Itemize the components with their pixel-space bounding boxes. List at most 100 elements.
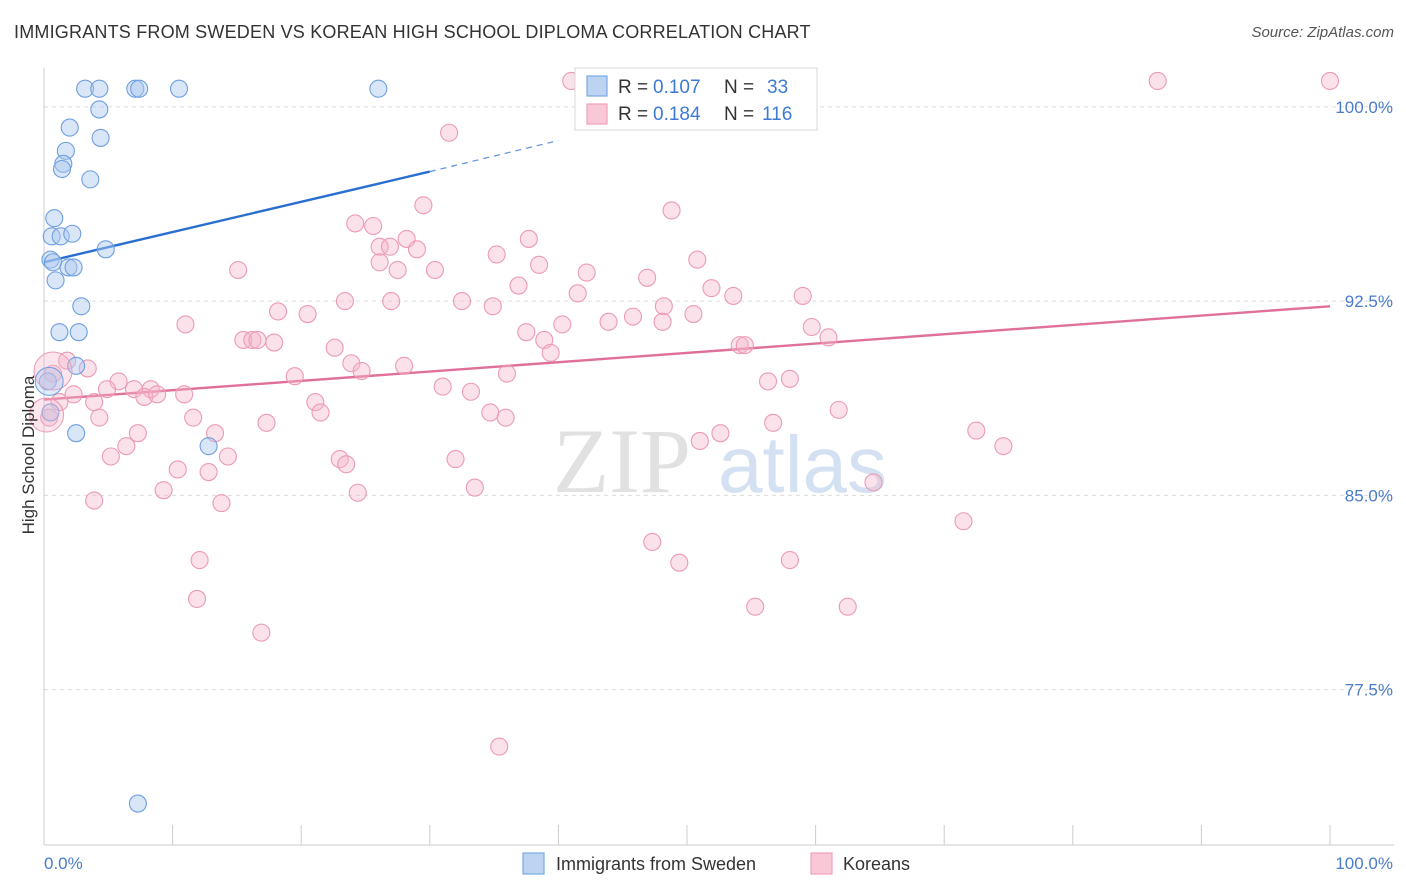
y-tick-label: 85.0% xyxy=(1345,486,1393,505)
koreans-point xyxy=(33,351,73,391)
koreans-point xyxy=(248,330,267,350)
sweden-point xyxy=(60,118,79,137)
koreans-point xyxy=(994,437,1013,456)
koreans-point xyxy=(117,437,136,456)
legend-r-value-sweden: 0.107 xyxy=(653,77,701,98)
y-tick-label: 92.5% xyxy=(1345,292,1393,311)
koreans-point xyxy=(497,364,517,383)
koreans-point xyxy=(653,312,672,331)
koreans-point xyxy=(440,123,459,142)
sweden-point xyxy=(369,79,388,98)
koreans-point xyxy=(184,408,203,427)
sweden-point xyxy=(52,159,72,179)
x-tick-label: 100.0% xyxy=(1335,854,1393,873)
koreans-point xyxy=(758,372,778,391)
koreans-point xyxy=(265,333,284,352)
legend-n-label-sweden: N = xyxy=(724,77,754,98)
koreans-point xyxy=(148,385,167,404)
koreans-point xyxy=(490,737,509,756)
sweden-point xyxy=(38,372,57,391)
sweden-point xyxy=(128,794,147,813)
legend-swatch-koreans xyxy=(586,103,608,125)
koreans-point xyxy=(599,312,618,331)
koreans-point xyxy=(483,297,502,316)
koreans-point xyxy=(101,447,120,466)
koreans-point xyxy=(395,356,414,375)
koreans-point xyxy=(97,380,117,399)
koreans-point xyxy=(465,478,484,497)
koreans-point xyxy=(85,393,104,412)
koreans-point xyxy=(311,403,330,422)
koreans-point xyxy=(746,597,765,616)
koreans-trend-line xyxy=(43,305,1331,401)
koreans-point xyxy=(802,317,821,337)
sweden-point xyxy=(199,437,218,456)
bottom-legend-swatch-sweden xyxy=(522,852,545,875)
koreans-point xyxy=(346,214,365,233)
koreans-point xyxy=(433,377,452,396)
sweden-point xyxy=(46,271,65,290)
legend-swatch-sweden xyxy=(586,75,608,97)
bottom-legend-swatch-koreans xyxy=(810,852,833,875)
koreans-point xyxy=(724,286,743,305)
koreans-point xyxy=(325,338,344,357)
koreans-point xyxy=(764,413,783,432)
axes xyxy=(43,68,1394,846)
sweden-point xyxy=(72,297,91,316)
sweden-point xyxy=(130,79,149,98)
sweden-point xyxy=(34,366,64,396)
koreans-point xyxy=(337,455,356,474)
sweden-point xyxy=(51,227,70,246)
koreans-point xyxy=(654,297,673,316)
koreans-point xyxy=(509,276,528,295)
koreans-point xyxy=(190,551,209,570)
sweden-point xyxy=(126,79,145,98)
x-tick-label: 0.0% xyxy=(44,854,83,873)
koreans-point xyxy=(481,403,500,422)
koreans-point xyxy=(553,315,572,334)
koreans-point xyxy=(382,292,401,311)
koreans-point xyxy=(954,512,973,531)
koreans-point xyxy=(735,336,754,355)
koreans-point xyxy=(670,553,689,572)
koreans-point xyxy=(229,260,248,280)
koreans-point xyxy=(711,424,730,443)
bottom-legend-label-koreans: Koreans xyxy=(843,854,910,874)
stats-legend: R = 0.107 N = 33 R = 0.184 N = 116 xyxy=(574,67,818,131)
y-tick-label: 77.5% xyxy=(1345,681,1393,700)
koreans-point xyxy=(662,201,681,220)
bottom-legend-label-sweden: Immigrants from Sweden xyxy=(556,854,756,874)
koreans-point xyxy=(335,292,354,311)
koreans-point xyxy=(638,268,657,287)
sweden-point xyxy=(169,79,189,98)
legend-r-value-koreans: 0.184 xyxy=(653,104,701,125)
y-axis-label: High School Diploma xyxy=(19,375,38,534)
koreans-point xyxy=(128,424,147,443)
sweden-point xyxy=(63,224,82,243)
koreans-point xyxy=(78,359,97,378)
koreans-point xyxy=(306,393,325,412)
koreans-point xyxy=(90,408,109,427)
koreans-point xyxy=(175,385,194,404)
koreans-point xyxy=(187,589,207,609)
koreans-point xyxy=(864,473,883,492)
koreans-point xyxy=(688,250,707,269)
koreans-point xyxy=(388,260,407,280)
y-tick-labels: 100.0% 92.5% 85.0% 77.5% xyxy=(1335,98,1393,700)
koreans-point xyxy=(348,483,367,502)
sweden-point xyxy=(67,424,86,443)
koreans-point xyxy=(414,196,433,215)
koreans-point xyxy=(461,382,481,401)
series-legend: Immigrants from Sweden Koreans xyxy=(522,852,910,875)
sweden-trend-line xyxy=(43,170,431,264)
koreans-point xyxy=(199,462,218,482)
y-tick-label: 100.0% xyxy=(1335,98,1393,117)
koreans-point xyxy=(577,263,596,282)
koreans-point xyxy=(380,237,399,256)
sweden-point xyxy=(41,403,60,422)
koreans-point xyxy=(780,369,799,388)
koreans-point xyxy=(793,286,812,305)
koreans-point xyxy=(298,304,317,324)
sweden-trend-extension xyxy=(429,139,559,173)
